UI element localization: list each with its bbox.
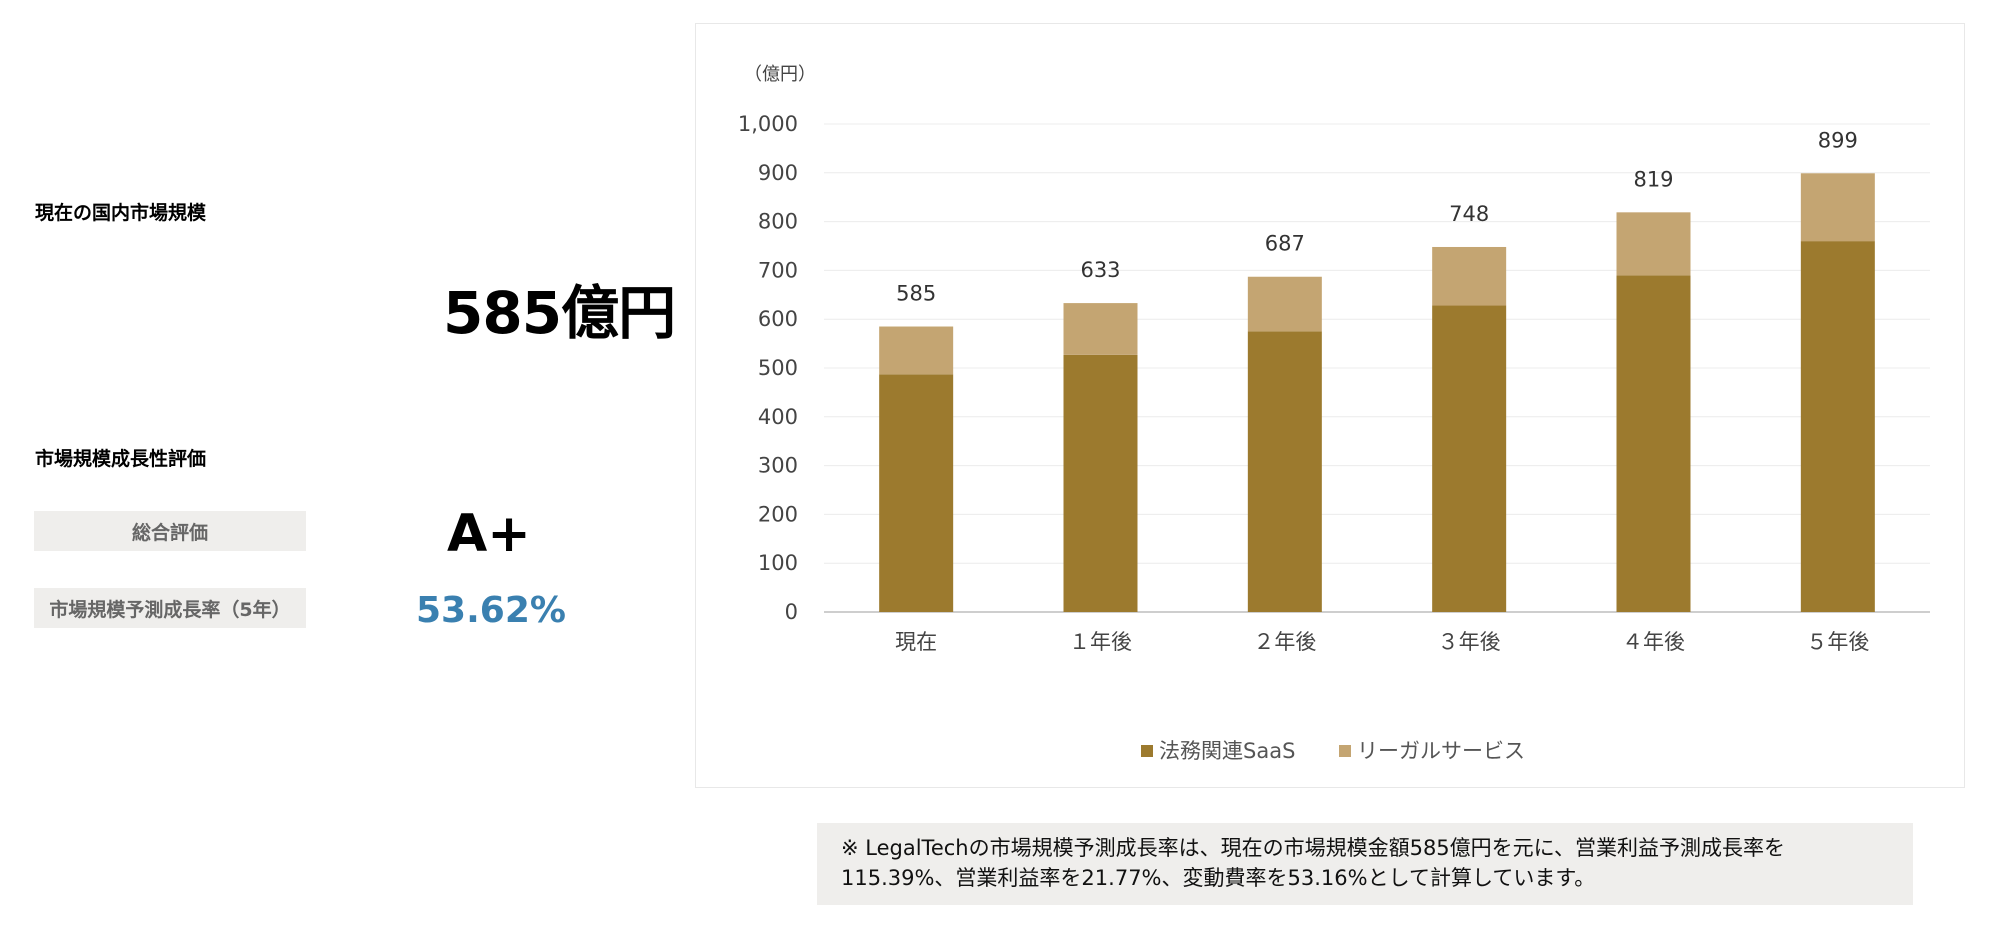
bar-total-label: 633 xyxy=(1080,258,1120,282)
bar-segment xyxy=(1247,276,1322,332)
bar-segment xyxy=(879,326,954,375)
overall-grade: A+ xyxy=(447,504,531,564)
bar-total-label: 748 xyxy=(1449,202,1489,226)
x-tick-label: ４年後 xyxy=(1622,630,1685,654)
y-tick-label: 700 xyxy=(758,258,798,282)
x-tick-label: １年後 xyxy=(1069,630,1132,654)
y-tick-label: 1,000 xyxy=(738,112,798,136)
x-tick-label: ３年後 xyxy=(1438,630,1501,654)
growth-rate-pill: 市場規模予測成長率（5年） xyxy=(34,588,306,628)
chart-panel: （億円） 0 100 200 300 400 500 600 700 800 900 1,000 5… xyxy=(695,23,1965,788)
legend-swatch xyxy=(1141,745,1153,757)
legend-swatch xyxy=(1339,745,1351,757)
bar-segment xyxy=(1432,246,1507,306)
overall-eval-label: 総合評価 xyxy=(131,521,208,544)
current-market-label: 現在の国内市場規模 xyxy=(35,202,207,224)
y-tick-label: 100 xyxy=(758,551,798,575)
bar-segment xyxy=(1247,331,1322,612)
bar-segment xyxy=(879,374,954,612)
bar-segment xyxy=(1063,354,1138,612)
bar-total-label: 819 xyxy=(1633,167,1673,191)
bar-segment xyxy=(1063,303,1138,355)
growth-eval-label: 市場規模成長性評価 xyxy=(35,448,207,470)
bar-total-label: 687 xyxy=(1265,232,1305,256)
y-tick-label: 900 xyxy=(758,161,798,185)
x-tick-label: ５年後 xyxy=(1806,630,1869,654)
x-tick-label: ２年後 xyxy=(1253,630,1316,654)
y-tick-label: 600 xyxy=(758,307,798,331)
current-market-value: 585億円 xyxy=(443,279,676,347)
legend-label: 法務関連SaaS xyxy=(1159,739,1295,763)
bar-segment xyxy=(1432,305,1507,612)
y-tick-label: 800 xyxy=(758,210,798,234)
y-unit-label: （億円） xyxy=(744,64,816,85)
bar-segment xyxy=(1616,212,1691,276)
market-size-chart: （億円） 0 100 200 300 400 500 600 700 800 900 1,000 5… xyxy=(738,64,1930,763)
overall-eval-pill: 総合評価 xyxy=(34,511,306,551)
footnote: ※ LegalTechの市場規模予測成長率は、現在の市場規模金額585億円を元に… xyxy=(817,823,1913,905)
y-tick-label: 500 xyxy=(758,356,798,380)
y-tick-label: 200 xyxy=(758,502,798,526)
bar-total-label: 585 xyxy=(896,282,936,306)
growth-rate-label: 市場規模予測成長率（5年） xyxy=(49,598,291,621)
growth-rate-value: 53.62% xyxy=(416,590,566,631)
x-tick-label: 現在 xyxy=(895,630,937,654)
bar-segment xyxy=(1800,241,1875,612)
bar-total-label: 899 xyxy=(1818,128,1858,152)
y-tick-label: 300 xyxy=(758,454,798,478)
bar-segment xyxy=(1800,173,1875,242)
legend-label: リーガルサービス xyxy=(1357,739,1525,763)
y-tick-label: 0 xyxy=(785,600,798,624)
y-tick-label: 400 xyxy=(758,405,798,429)
bar-segment xyxy=(1616,275,1691,612)
